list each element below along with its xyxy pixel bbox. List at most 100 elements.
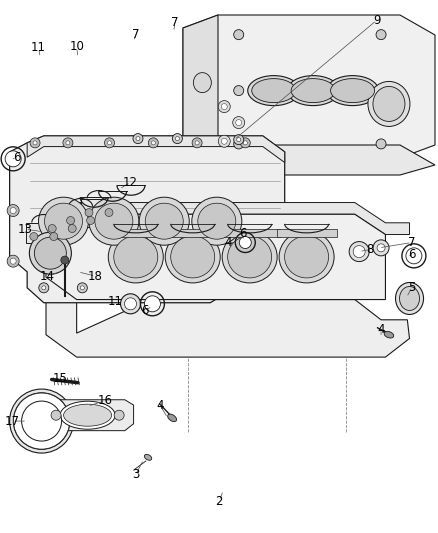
Circle shape bbox=[85, 208, 93, 216]
Ellipse shape bbox=[248, 76, 300, 106]
Polygon shape bbox=[183, 138, 435, 175]
Circle shape bbox=[195, 141, 199, 145]
Circle shape bbox=[63, 138, 73, 148]
Text: 13: 13 bbox=[18, 223, 33, 236]
Polygon shape bbox=[44, 214, 80, 235]
Circle shape bbox=[221, 138, 227, 144]
Text: 8: 8 bbox=[367, 243, 374, 256]
Ellipse shape bbox=[45, 203, 82, 239]
Circle shape bbox=[236, 119, 242, 126]
Circle shape bbox=[7, 255, 19, 267]
Circle shape bbox=[133, 134, 143, 143]
Ellipse shape bbox=[228, 236, 272, 278]
Circle shape bbox=[105, 138, 114, 148]
Polygon shape bbox=[46, 203, 410, 357]
Circle shape bbox=[145, 296, 160, 312]
Ellipse shape bbox=[331, 78, 374, 103]
Circle shape bbox=[377, 244, 385, 252]
Bar bbox=[163, 229, 223, 237]
Text: 4: 4 bbox=[377, 323, 385, 336]
Polygon shape bbox=[46, 214, 385, 300]
Text: 11: 11 bbox=[31, 42, 46, 54]
Circle shape bbox=[234, 30, 244, 39]
Text: 11: 11 bbox=[107, 295, 122, 308]
Circle shape bbox=[234, 135, 244, 144]
Polygon shape bbox=[46, 203, 410, 235]
Polygon shape bbox=[81, 198, 117, 219]
Circle shape bbox=[124, 298, 137, 310]
Ellipse shape bbox=[285, 236, 328, 278]
Circle shape bbox=[239, 237, 251, 248]
Polygon shape bbox=[27, 136, 285, 163]
Circle shape bbox=[240, 138, 250, 148]
Circle shape bbox=[376, 139, 386, 149]
Ellipse shape bbox=[279, 231, 334, 283]
Circle shape bbox=[10, 207, 16, 214]
Ellipse shape bbox=[192, 197, 242, 245]
Ellipse shape bbox=[396, 282, 424, 314]
Circle shape bbox=[173, 134, 182, 143]
Circle shape bbox=[7, 205, 19, 216]
Circle shape bbox=[151, 141, 155, 145]
Circle shape bbox=[237, 138, 241, 142]
Circle shape bbox=[105, 208, 113, 216]
Circle shape bbox=[218, 101, 230, 112]
Ellipse shape bbox=[399, 286, 420, 311]
Text: 3: 3 bbox=[132, 468, 139, 481]
Ellipse shape bbox=[252, 78, 296, 103]
Ellipse shape bbox=[291, 78, 335, 103]
Circle shape bbox=[192, 138, 202, 148]
Circle shape bbox=[80, 286, 85, 290]
Ellipse shape bbox=[287, 76, 339, 106]
Text: 17: 17 bbox=[5, 415, 20, 427]
Text: 6: 6 bbox=[239, 227, 247, 240]
Text: 15: 15 bbox=[53, 372, 68, 385]
Text: 10: 10 bbox=[69, 41, 84, 53]
Circle shape bbox=[234, 139, 244, 149]
Circle shape bbox=[14, 393, 70, 449]
Bar bbox=[106, 229, 166, 237]
Text: 4: 4 bbox=[224, 236, 232, 249]
Ellipse shape bbox=[89, 197, 139, 245]
Ellipse shape bbox=[198, 203, 236, 239]
Circle shape bbox=[10, 258, 16, 264]
Circle shape bbox=[136, 136, 140, 141]
Circle shape bbox=[21, 401, 62, 441]
Ellipse shape bbox=[171, 236, 215, 278]
Circle shape bbox=[233, 117, 245, 128]
Circle shape bbox=[78, 283, 87, 293]
Circle shape bbox=[353, 246, 365, 257]
Circle shape bbox=[67, 216, 74, 224]
Text: 6: 6 bbox=[13, 151, 21, 164]
Bar bbox=[277, 229, 336, 237]
Ellipse shape bbox=[384, 332, 394, 338]
Circle shape bbox=[120, 294, 141, 314]
Circle shape bbox=[376, 30, 386, 39]
Circle shape bbox=[373, 240, 389, 256]
Polygon shape bbox=[26, 222, 62, 243]
Circle shape bbox=[175, 136, 180, 141]
Text: 4: 4 bbox=[156, 399, 164, 411]
Text: 7: 7 bbox=[132, 28, 140, 41]
Ellipse shape bbox=[39, 197, 88, 245]
Circle shape bbox=[51, 410, 61, 420]
Text: 6: 6 bbox=[141, 304, 148, 317]
Circle shape bbox=[30, 138, 40, 148]
Circle shape bbox=[218, 135, 230, 147]
Circle shape bbox=[107, 141, 112, 145]
Circle shape bbox=[66, 141, 70, 145]
Ellipse shape bbox=[368, 82, 410, 126]
Circle shape bbox=[148, 138, 158, 148]
Text: 18: 18 bbox=[88, 270, 103, 282]
Circle shape bbox=[61, 256, 69, 264]
Ellipse shape bbox=[193, 72, 212, 93]
Circle shape bbox=[349, 241, 369, 262]
Text: 5: 5 bbox=[408, 281, 415, 294]
Text: 14: 14 bbox=[40, 270, 55, 282]
Ellipse shape bbox=[95, 203, 133, 239]
Text: 9: 9 bbox=[373, 14, 381, 27]
Ellipse shape bbox=[108, 231, 163, 283]
Ellipse shape bbox=[145, 203, 183, 239]
Bar bbox=[220, 229, 279, 237]
Circle shape bbox=[33, 141, 37, 145]
